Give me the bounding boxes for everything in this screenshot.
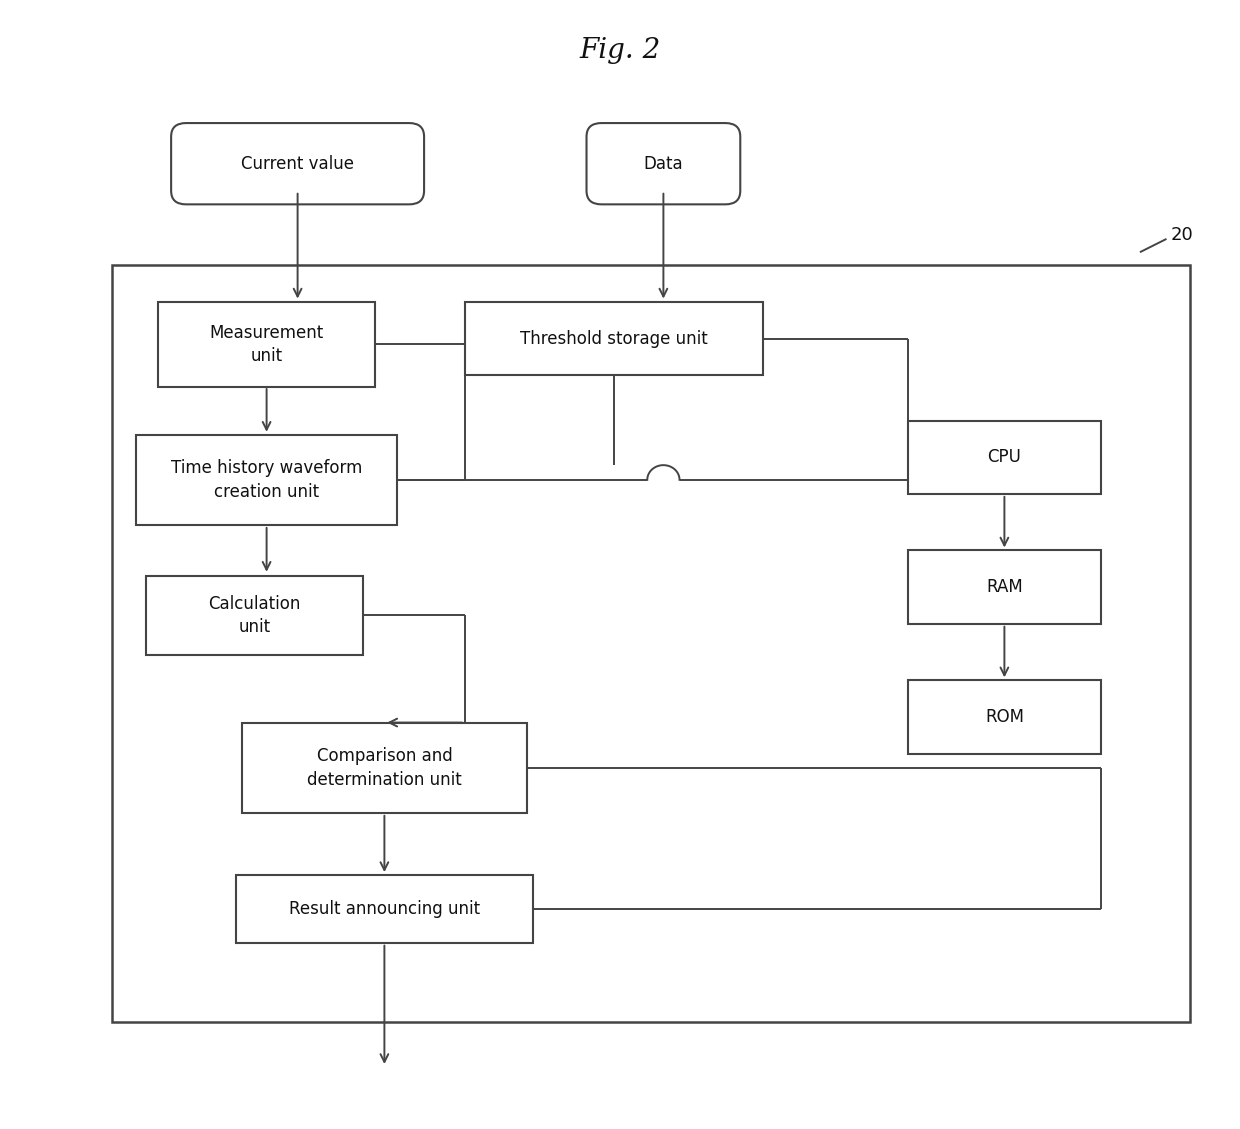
Text: Threshold storage unit: Threshold storage unit: [520, 330, 708, 348]
Bar: [465, 303, 763, 375]
Bar: [908, 420, 1101, 495]
Bar: [146, 576, 362, 655]
Text: ROM: ROM: [985, 708, 1024, 726]
Text: Fig. 2: Fig. 2: [579, 37, 661, 64]
Text: 20: 20: [1171, 226, 1193, 244]
Text: Calculation
unit: Calculation unit: [208, 595, 300, 636]
Bar: [908, 680, 1101, 754]
Text: Current value: Current value: [241, 155, 355, 173]
Bar: [236, 875, 533, 943]
Text: Time history waveform
creation unit: Time history waveform creation unit: [171, 460, 362, 500]
Bar: [136, 435, 397, 525]
Bar: [159, 303, 374, 386]
Text: Measurement
unit: Measurement unit: [210, 324, 324, 365]
Bar: [908, 551, 1101, 623]
Text: Data: Data: [644, 155, 683, 173]
FancyBboxPatch shape: [587, 123, 740, 204]
Bar: [112, 265, 1190, 1022]
Bar: [242, 723, 527, 813]
Text: Result announcing unit: Result announcing unit: [289, 900, 480, 918]
Text: RAM: RAM: [986, 578, 1023, 596]
Text: CPU: CPU: [987, 448, 1022, 466]
FancyBboxPatch shape: [171, 123, 424, 204]
Text: Comparison and
determination unit: Comparison and determination unit: [308, 747, 461, 788]
